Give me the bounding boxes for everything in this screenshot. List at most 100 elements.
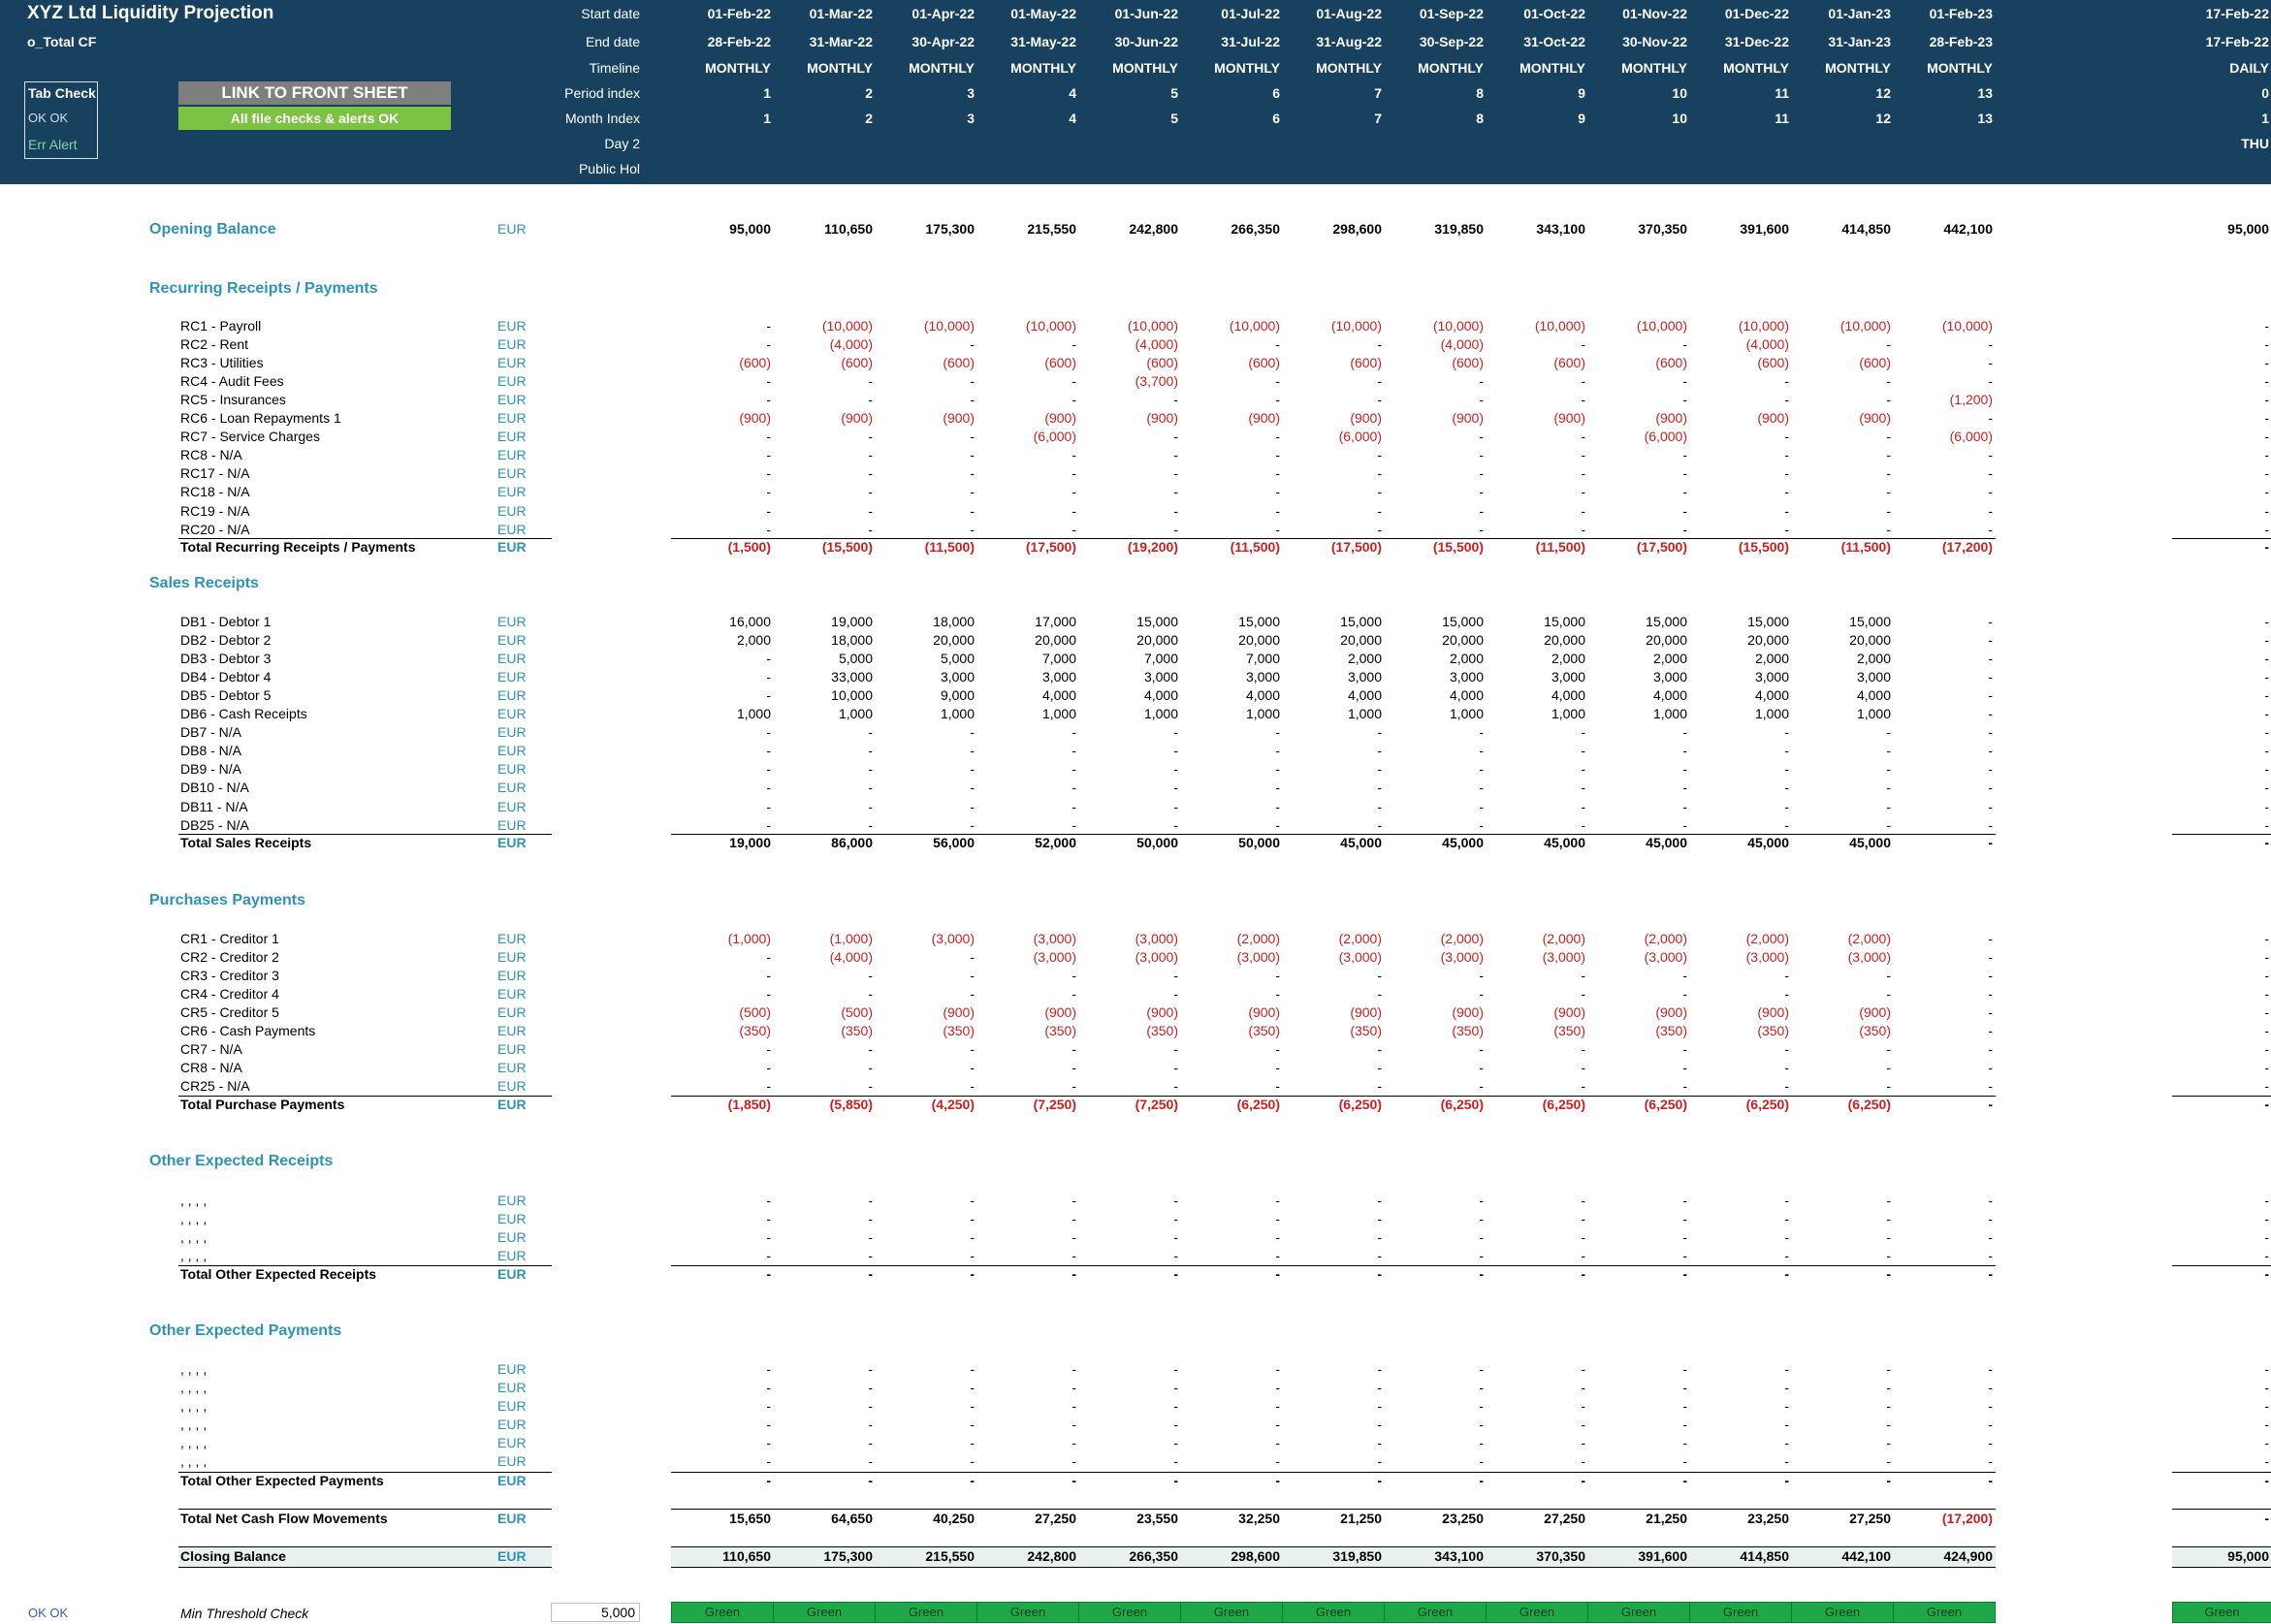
row-value-cell[interactable]: (6,000) bbox=[1949, 429, 1993, 445]
row-value-cell[interactable]: - bbox=[1377, 1060, 1382, 1076]
row-value-cell[interactable]: 2,000 bbox=[1652, 651, 1687, 667]
row-value-cell[interactable]: 1,000 bbox=[1754, 706, 1789, 722]
row-value-cell[interactable]: - bbox=[1682, 1041, 1687, 1058]
row-value-cell[interactable]: - bbox=[1784, 1193, 1789, 1208]
row-value-cell[interactable]: - bbox=[1377, 1361, 1382, 1377]
other-expected-receipts-total-cell[interactable]: - bbox=[868, 1266, 873, 1282]
row-value-cell[interactable]: (10,000) bbox=[1738, 318, 1789, 334]
row-value-cell[interactable]: - bbox=[868, 816, 873, 833]
row-value-daily-cell[interactable]: - bbox=[2264, 687, 2269, 704]
row-value-cell[interactable]: - bbox=[1479, 1453, 1484, 1470]
row-value-cell[interactable]: (10,000) bbox=[1839, 318, 1891, 334]
row-value-cell[interactable]: - bbox=[1988, 632, 1993, 649]
row-value-cell[interactable]: - bbox=[1173, 1398, 1178, 1415]
row-value-cell[interactable]: - bbox=[766, 1380, 771, 1396]
row-value-cell[interactable]: - bbox=[1377, 484, 1382, 500]
row-value-cell[interactable]: - bbox=[970, 1060, 975, 1076]
row-value-cell[interactable]: (3,700) bbox=[1135, 373, 1178, 390]
row-value-cell[interactable]: - bbox=[1886, 1417, 1891, 1433]
row-value-cell[interactable]: (3,000) bbox=[1135, 931, 1178, 946]
row-value-cell[interactable]: - bbox=[1886, 743, 1891, 759]
row-value-cell[interactable]: - bbox=[1988, 968, 1993, 984]
row-value-cell[interactable]: 20,000 bbox=[1035, 632, 1076, 649]
net-flow-cell[interactable]: 21,250 bbox=[1340, 1511, 1382, 1526]
row-value-cell[interactable]: (900) bbox=[841, 410, 873, 427]
row-value-cell[interactable]: 20,000 bbox=[1340, 632, 1382, 649]
row-value-cell[interactable]: 4,000 bbox=[1449, 687, 1484, 704]
row-value-cell[interactable]: - bbox=[766, 743, 771, 759]
row-value-cell[interactable]: - bbox=[1377, 798, 1382, 814]
row-value-daily-cell[interactable]: - bbox=[2264, 521, 2269, 537]
link-to-front-sheet-button[interactable]: LINK TO FRONT SHEET bbox=[178, 81, 451, 105]
row-value-cell[interactable]: - bbox=[1173, 780, 1178, 796]
row-value-cell[interactable]: - bbox=[970, 761, 975, 778]
row-value-cell[interactable]: - bbox=[766, 502, 771, 519]
row-value-cell[interactable]: (500) bbox=[841, 1004, 873, 1021]
row-value-cell[interactable]: - bbox=[1173, 521, 1178, 537]
net-flow-cell[interactable]: (17,200) bbox=[1941, 1511, 1993, 1526]
row-value-cell[interactable]: - bbox=[1988, 651, 1993, 667]
row-value-daily-cell[interactable]: - bbox=[2264, 410, 2269, 427]
row-value-cell[interactable]: - bbox=[1072, 743, 1076, 759]
row-value-cell[interactable]: - bbox=[1275, 1193, 1280, 1208]
row-value-cell[interactable]: - bbox=[1377, 816, 1382, 833]
row-value-cell[interactable]: - bbox=[970, 1398, 975, 1415]
row-value-cell[interactable]: - bbox=[1072, 1417, 1076, 1433]
row-value-cell[interactable]: - bbox=[1173, 502, 1178, 519]
row-value-cell[interactable]: - bbox=[1682, 1060, 1687, 1076]
row-value-cell[interactable]: - bbox=[1886, 392, 1891, 408]
row-value-cell[interactable]: (350) bbox=[943, 1023, 975, 1039]
row-value-cell[interactable]: - bbox=[766, 761, 771, 778]
row-value-cell[interactable]: - bbox=[1377, 780, 1382, 796]
row-value-daily-cell[interactable]: - bbox=[2264, 931, 2269, 946]
row-value-cell[interactable]: - bbox=[1581, 1193, 1585, 1208]
row-value-cell[interactable]: - bbox=[1072, 465, 1076, 482]
row-value-cell[interactable]: - bbox=[1072, 447, 1076, 463]
row-value-cell[interactable]: - bbox=[1886, 1453, 1891, 1470]
row-value-cell[interactable]: 7,000 bbox=[1143, 651, 1178, 667]
row-value-cell[interactable]: 4,000 bbox=[1652, 687, 1687, 704]
row-value-cell[interactable]: (4,000) bbox=[1745, 336, 1789, 353]
row-value-cell[interactable]: - bbox=[1988, 484, 1993, 500]
row-value-cell[interactable]: - bbox=[1682, 1248, 1687, 1264]
recurring-receipts-payments-total-cell[interactable]: (17,500) bbox=[1636, 539, 1687, 555]
row-value-cell[interactable]: - bbox=[1886, 1361, 1891, 1377]
other-expected-payments-total-cell[interactable]: - bbox=[1275, 1473, 1280, 1488]
row-value-cell[interactable]: - bbox=[1581, 968, 1585, 984]
sales-receipts-total-cell[interactable]: 45,000 bbox=[1747, 835, 1789, 850]
row-value-cell[interactable]: (900) bbox=[1757, 410, 1789, 427]
row-value-cell[interactable]: (600) bbox=[739, 355, 771, 371]
net-flow-cell[interactable]: 27,250 bbox=[1849, 1511, 1891, 1526]
row-value-cell[interactable]: - bbox=[1479, 1398, 1484, 1415]
row-value-cell[interactable]: (900) bbox=[943, 1004, 975, 1021]
recurring-receipts-payments-total-cell[interactable]: (15,500) bbox=[821, 539, 873, 555]
row-value-cell[interactable]: - bbox=[766, 816, 771, 833]
row-value-cell[interactable]: - bbox=[1988, 743, 1993, 759]
sales-receipts-total-cell[interactable]: 45,000 bbox=[1646, 835, 1687, 850]
row-value-cell[interactable]: - bbox=[1988, 986, 1993, 1003]
row-value-cell[interactable]: 20,000 bbox=[1544, 632, 1585, 649]
row-value-daily-cell[interactable]: - bbox=[2264, 780, 2269, 796]
row-value-cell[interactable]: - bbox=[1682, 724, 1687, 741]
row-value-cell[interactable]: - bbox=[970, 1041, 975, 1058]
row-value-cell[interactable]: - bbox=[1479, 1060, 1484, 1076]
row-value-cell[interactable]: (600) bbox=[1350, 355, 1382, 371]
row-value-cell[interactable]: (10,000) bbox=[1534, 318, 1585, 334]
row-value-cell[interactable]: - bbox=[1988, 1361, 1993, 1377]
row-value-cell[interactable]: - bbox=[1988, 1193, 1993, 1208]
row-value-cell[interactable]: - bbox=[1479, 392, 1484, 408]
row-value-cell[interactable]: - bbox=[1173, 1041, 1178, 1058]
row-value-cell[interactable]: - bbox=[1072, 502, 1076, 519]
row-value-cell[interactable]: - bbox=[766, 1453, 771, 1470]
row-value-cell[interactable]: - bbox=[1275, 373, 1280, 390]
row-value-cell[interactable]: - bbox=[1988, 1380, 1993, 1396]
row-value-cell[interactable]: - bbox=[1886, 502, 1891, 519]
row-value-cell[interactable]: - bbox=[1479, 1078, 1484, 1095]
opening-balance-cell[interactable]: 95,000 bbox=[729, 221, 771, 237]
row-value-cell[interactable]: - bbox=[1581, 502, 1585, 519]
row-value-cell[interactable]: - bbox=[868, 1361, 873, 1377]
row-value-cell[interactable]: 20,000 bbox=[1849, 632, 1891, 649]
row-value-cell[interactable]: - bbox=[1479, 743, 1484, 759]
row-value-cell[interactable]: - bbox=[1886, 761, 1891, 778]
row-value-cell[interactable]: - bbox=[766, 669, 771, 685]
